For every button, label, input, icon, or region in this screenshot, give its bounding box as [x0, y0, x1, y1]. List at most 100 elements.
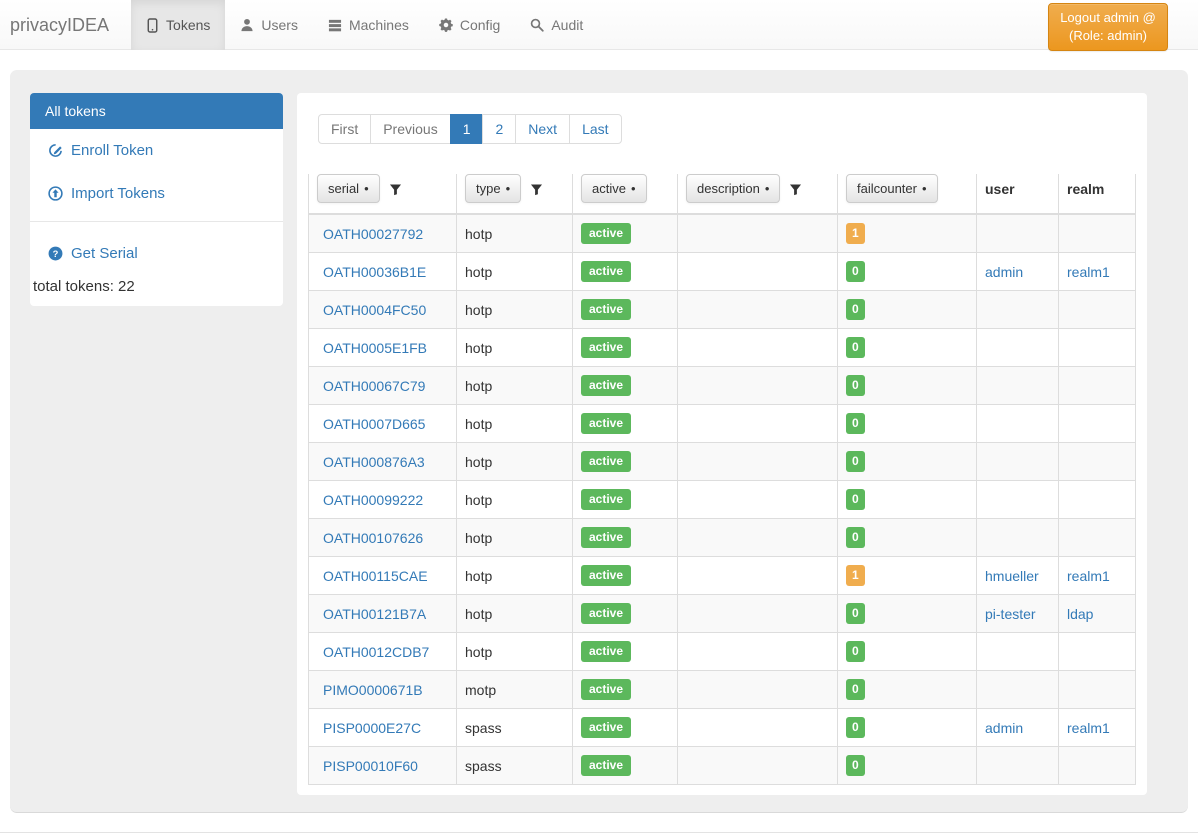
- sidebar-item-enroll-token[interactable]: Enroll Token: [30, 129, 283, 172]
- token-serial-cell: PISP00010F60: [308, 746, 457, 785]
- sort-button-description[interactable]: description •: [686, 174, 781, 203]
- page-link[interactable]: Next: [515, 114, 571, 144]
- filter-icon[interactable]: [789, 183, 802, 196]
- token-serial-link[interactable]: OATH00099222: [323, 491, 424, 508]
- token-description-cell: [677, 518, 838, 557]
- nav-tab-tokens[interactable]: Tokens: [131, 0, 226, 50]
- token-serial-link[interactable]: OATH0012CDB7: [323, 643, 430, 660]
- failcounter-badge: 0: [846, 603, 865, 624]
- token-active-cell: active: [572, 708, 678, 747]
- sort-button-serial[interactable]: serial •: [317, 174, 380, 203]
- token-serial-link[interactable]: OATH00027792: [323, 225, 424, 242]
- nav-tab-users[interactable]: Users: [225, 0, 313, 50]
- page-link[interactable]: 2: [482, 114, 517, 144]
- token-realm-link[interactable]: realm1: [1067, 719, 1110, 736]
- token-user-link[interactable]: admin: [985, 263, 1024, 280]
- token-serial-link[interactable]: OATH0004FC50: [323, 301, 427, 318]
- token-user-link[interactable]: pi-tester: [985, 605, 1036, 622]
- token-serial-link[interactable]: OATH000876A3: [323, 453, 425, 470]
- active-badge: active: [581, 299, 632, 320]
- token-serial-link[interactable]: OATH00067C79: [323, 377, 426, 394]
- active-badge: active: [581, 223, 632, 244]
- nav-tab-config[interactable]: Config: [424, 0, 515, 50]
- token-serial-link[interactable]: OATH0007D665: [323, 415, 426, 432]
- token-serial-link[interactable]: OATH00036B1E: [323, 263, 427, 280]
- sidebar-item-get-serial[interactable]: ? Get Serial: [30, 232, 283, 275]
- logout-button[interactable]: Logout admin @ (Role: admin): [1048, 3, 1168, 52]
- token-active-cell: active: [572, 252, 678, 291]
- token-failcounter-cell: 1: [837, 556, 977, 595]
- table-row: OATH00067C79 hotp active 0: [308, 366, 1136, 405]
- failcounter-badge: 0: [846, 717, 865, 738]
- content-wrapper: All tokens Enroll Token Import Tokens ? G…: [10, 70, 1188, 813]
- token-failcounter-cell: 0: [837, 404, 977, 443]
- active-badge: active: [581, 603, 632, 624]
- app-brand[interactable]: privacyIDEA: [10, 15, 110, 35]
- sidebar: All tokens Enroll Token Import Tokens ? G…: [30, 93, 283, 306]
- column-header-realm: realm: [1058, 174, 1136, 215]
- token-realm-cell: realm1: [1058, 708, 1136, 747]
- token-active-cell: active: [572, 632, 678, 671]
- token-user-cell: [976, 404, 1059, 443]
- page-link[interactable]: 1: [449, 114, 484, 144]
- token-user-link[interactable]: hmueller: [985, 567, 1039, 584]
- token-description-cell: [677, 632, 838, 671]
- token-serial-link[interactable]: OATH00121B7A: [323, 605, 427, 622]
- page-link[interactable]: Last: [569, 114, 622, 144]
- token-failcounter-cell: 0: [837, 670, 977, 709]
- sort-button-failcounter[interactable]: failcounter •: [846, 174, 938, 203]
- token-realm-link[interactable]: realm1: [1067, 263, 1110, 280]
- column-header-label: description: [697, 181, 760, 196]
- token-serial-link[interactable]: OATH00115CAE: [323, 567, 428, 584]
- token-failcounter-cell: 0: [837, 480, 977, 519]
- token-active-cell: active: [572, 328, 678, 367]
- nav-tab-audit[interactable]: Audit: [515, 0, 598, 50]
- token-serial-cell: OATH00107626: [308, 518, 457, 557]
- token-realm-link[interactable]: ldap: [1067, 605, 1094, 622]
- nav-tab-label: Config: [459, 17, 501, 33]
- nav-tab-label: Machines: [348, 17, 409, 33]
- sort-button-type[interactable]: type •: [465, 174, 522, 203]
- token-realm-cell: [1058, 518, 1136, 557]
- active-badge: active: [581, 413, 632, 434]
- column-header-label: active: [592, 181, 626, 196]
- token-realm-link[interactable]: realm1: [1067, 567, 1110, 584]
- token-serial-cell: OATH0004FC50: [308, 290, 457, 329]
- token-serial-link[interactable]: OATH00107626: [323, 529, 424, 546]
- token-serial-cell: OATH0007D665: [308, 404, 457, 443]
- phone-icon: [146, 17, 159, 33]
- top-navbar: privacyIDEA Tokens Users Machines Config Aud…: [0, 0, 1198, 52]
- token-failcounter-cell: 0: [837, 708, 977, 747]
- active-badge: active: [581, 337, 632, 358]
- sidebar-item-label: Import Tokens: [71, 185, 165, 202]
- token-user-cell: admin: [976, 252, 1059, 291]
- nav-tab-machines[interactable]: Machines: [313, 0, 424, 50]
- sort-indicator-dot: •: [921, 181, 927, 196]
- sidebar-item-label: Enroll Token: [71, 142, 154, 159]
- sidebar-item-import-tokens[interactable]: Import Tokens: [30, 172, 283, 215]
- page-item-first: First: [318, 114, 372, 144]
- sidebar-item-label: Get Serial: [71, 245, 138, 262]
- token-serial-link[interactable]: PISP0000E27C: [323, 719, 422, 736]
- token-serial-link[interactable]: OATH0005E1FB: [323, 339, 428, 356]
- token-serial-link[interactable]: PISP00010F60: [323, 757, 418, 774]
- failcounter-badge: 1: [846, 565, 865, 586]
- active-badge: active: [581, 565, 632, 586]
- token-failcounter-cell: 0: [837, 632, 977, 671]
- token-user-cell: [976, 328, 1059, 367]
- table-row: OATH0004FC50 hotp active 0: [308, 290, 1136, 329]
- sidebar-item-all-tokens[interactable]: All tokens: [30, 93, 283, 129]
- token-type-cell: spass: [456, 708, 573, 747]
- filter-icon[interactable]: [530, 183, 543, 196]
- token-user-link[interactable]: admin: [985, 719, 1024, 736]
- search-icon: [530, 18, 545, 32]
- failcounter-badge: 0: [846, 337, 865, 358]
- token-description-cell: [677, 556, 838, 595]
- tasks-icon: [328, 19, 342, 32]
- sort-button-active[interactable]: active •: [581, 174, 647, 203]
- token-active-cell: active: [572, 442, 678, 481]
- filter-icon[interactable]: [389, 183, 402, 196]
- token-user-cell: [976, 632, 1059, 671]
- token-description-cell: [677, 746, 838, 785]
- token-serial-link[interactable]: PIMO0000671B: [323, 681, 423, 698]
